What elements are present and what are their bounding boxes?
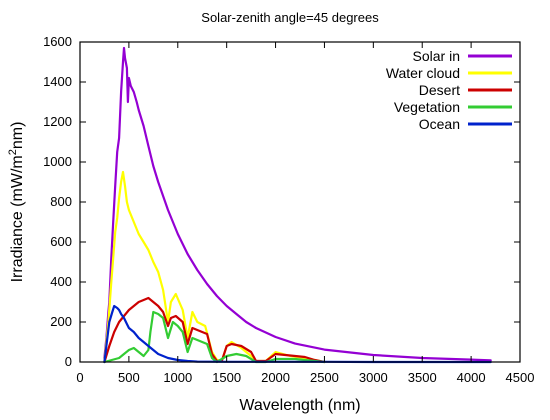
x-tick-label: 0 (76, 370, 83, 385)
series-line-water-cloud (103, 170, 326, 364)
x-axis-title: Wavelength (nm) (239, 397, 360, 414)
x-tick-label: 3000 (359, 370, 388, 385)
legend-label: Vegetation (394, 99, 460, 115)
series-line-ocean (103, 304, 492, 364)
series-line-desert (103, 296, 326, 364)
y-axis-title-main: Irradiance (mW/m (9, 155, 26, 282)
y-tick-label: 600 (50, 234, 72, 249)
x-tick-label: 4500 (506, 370, 535, 385)
x-tick-label: 500 (118, 370, 140, 385)
y-axis-title: Irradiance (mW/m2nm) (7, 122, 26, 283)
legend-label: Ocean (419, 116, 460, 132)
chart-title: Solar-zenith angle=45 degrees (201, 10, 379, 25)
y-tick-label: 800 (50, 194, 72, 209)
legend-label: Water cloud (386, 65, 460, 81)
x-tick-label: 1500 (212, 370, 241, 385)
x-tick-label: 1000 (163, 370, 192, 385)
y-axis-title-superscript: 2 (7, 149, 19, 155)
series-line-solar-in (103, 46, 492, 362)
x-tick-label: 4000 (457, 370, 486, 385)
y-tick-label: 1200 (43, 114, 72, 129)
y-tick-label: 0 (65, 354, 72, 369)
x-tick-label: 3500 (408, 370, 437, 385)
y-tick-label: 400 (50, 274, 72, 289)
ticks-layer: 0 500 1000 1500 2000 2500 3000 3500 4000 4500 0 200… (43, 34, 534, 385)
y-tick-label: 1600 (43, 34, 72, 49)
y-tick-label: 200 (50, 314, 72, 329)
y-tick-label: 1000 (43, 154, 72, 169)
legend-label: Desert (419, 82, 460, 98)
y-axis-title-unit: nm) (9, 122, 26, 150)
x-tick-label: 2000 (261, 370, 290, 385)
y-tick-label: 1400 (43, 74, 72, 89)
legend-label: Solar in (413, 48, 460, 64)
series-layer (103, 46, 492, 364)
x-tick-label: 2500 (310, 370, 339, 385)
